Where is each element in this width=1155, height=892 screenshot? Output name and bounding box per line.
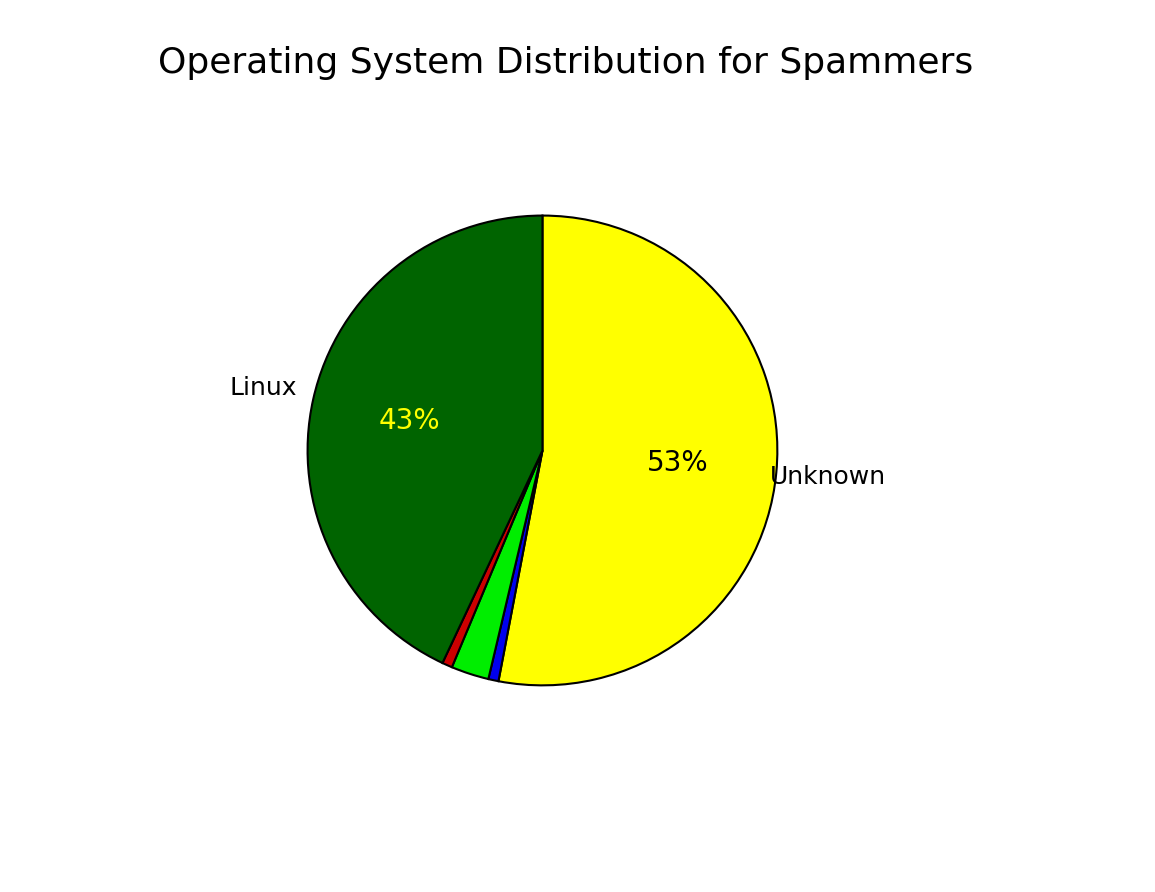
Text: Unknown: Unknown [769, 466, 886, 490]
Text: 43%: 43% [379, 407, 440, 434]
Text: Linux: Linux [229, 376, 297, 400]
Text: 53%: 53% [647, 450, 709, 477]
Wedge shape [452, 450, 543, 679]
Wedge shape [499, 216, 777, 685]
Wedge shape [442, 450, 543, 667]
Wedge shape [307, 216, 543, 663]
Wedge shape [489, 450, 543, 681]
Title: Operating System Distribution for Spammers: Operating System Distribution for Spamme… [158, 46, 974, 80]
